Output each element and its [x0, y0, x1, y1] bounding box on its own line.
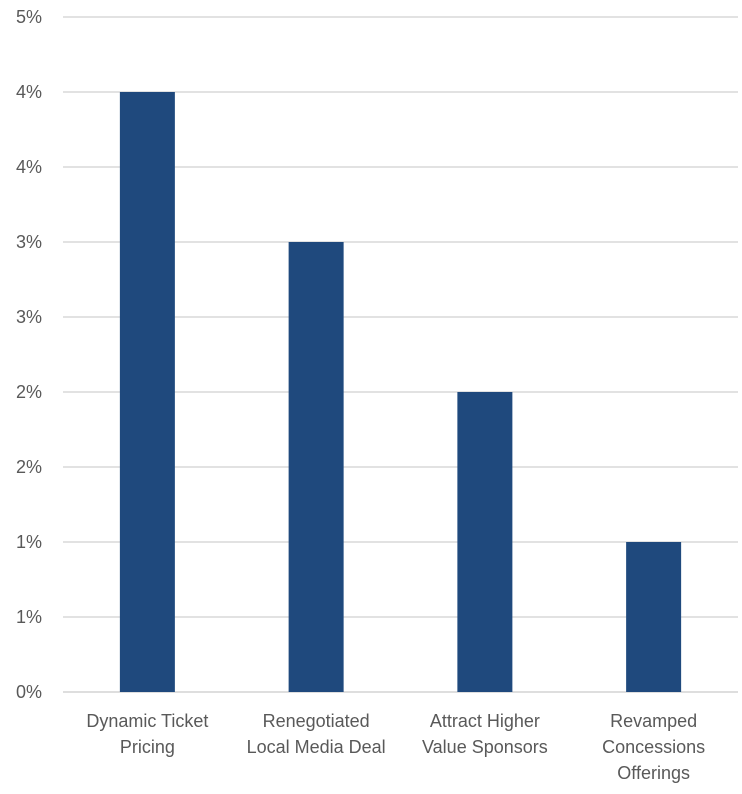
x-axis-category-labels: Dynamic Ticket Pricing Renegotiated Local M… — [86, 711, 705, 783]
x-category-label-line: Attract Higher — [430, 711, 540, 731]
x-category-label-line: Dynamic Ticket — [86, 711, 208, 731]
x-category-label-line: Revamped — [610, 711, 697, 731]
y-tick-label: 1% — [16, 532, 42, 552]
bar — [288, 242, 344, 692]
y-tick-label: 4% — [16, 157, 42, 177]
x-category-label: Renegotiated Local Media Deal — [247, 711, 386, 757]
x-category-label-line: Local Media Deal — [247, 737, 386, 757]
y-tick-label: 3% — [16, 307, 42, 327]
y-tick-label: 0% — [16, 682, 42, 702]
y-tick-label: 1% — [16, 607, 42, 627]
y-tick-label: 2% — [16, 457, 42, 477]
y-tick-label: 5% — [16, 7, 42, 27]
x-category-label-line: Pricing — [120, 737, 175, 757]
y-axis-tick-labels: 0% 1% 1% 2% 2% 3% 3% 4% 4% 5% — [16, 7, 42, 702]
x-category-label-line: Offerings — [617, 763, 690, 783]
x-category-label-line: Concessions — [602, 737, 705, 757]
bar — [457, 392, 513, 692]
gridlines — [63, 16, 738, 693]
bar — [626, 542, 682, 692]
y-tick-label: 4% — [16, 82, 42, 102]
x-category-label-line: Renegotiated — [263, 711, 370, 731]
bar — [119, 92, 175, 692]
y-tick-label: 3% — [16, 232, 42, 252]
x-category-label-line: Value Sponsors — [422, 737, 548, 757]
x-category-label: Dynamic Ticket Pricing — [86, 711, 208, 757]
x-category-label: Revamped Concessions Offerings — [602, 711, 705, 783]
bars — [119, 92, 682, 692]
y-tick-label: 2% — [16, 382, 42, 402]
x-category-label: Attract Higher Value Sponsors — [422, 711, 548, 757]
